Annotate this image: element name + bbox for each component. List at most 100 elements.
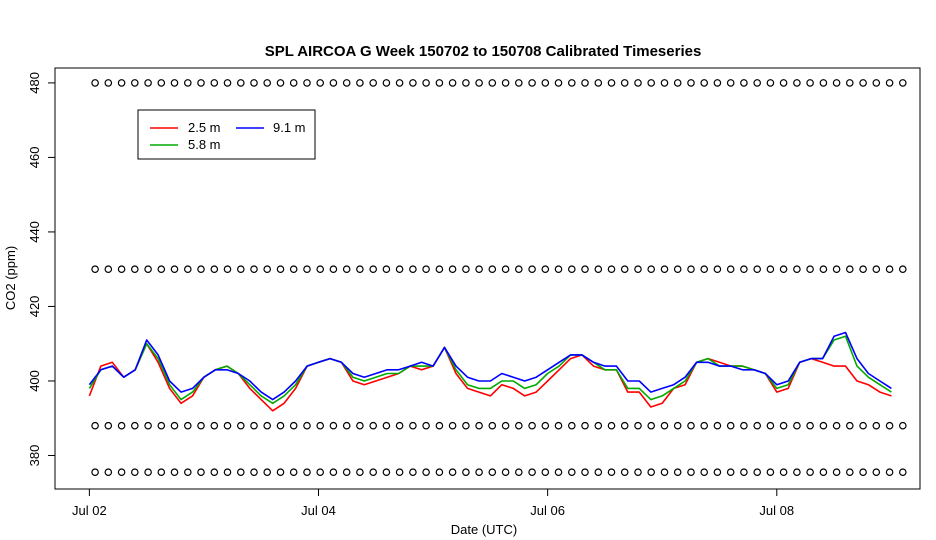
reference-marker: [395, 468, 404, 477]
reference-marker: [806, 265, 814, 274]
reference-marker: [885, 468, 894, 477]
reference-marker: [806, 79, 814, 87]
reference-marker: [91, 265, 99, 274]
reference-marker: [567, 421, 576, 430]
legend: 2.5 m 5.8 m 9.1 m: [137, 109, 316, 160]
reference-marker: [700, 79, 709, 87]
reference-marker: [766, 421, 775, 430]
reference-marker: [223, 265, 232, 274]
reference-marker: [329, 468, 338, 477]
reference-marker: [422, 79, 430, 87]
reference-marker: [753, 79, 762, 87]
x-tick-label: Jul 08: [759, 503, 794, 518]
reference-marker: [289, 79, 298, 87]
series-line-2-5-m: [88, 342, 892, 412]
plot-frame: [54, 67, 921, 490]
reference-marker: [170, 421, 179, 430]
reference-marker: [819, 265, 828, 274]
reference-marker: [303, 468, 311, 477]
reference-marker: [700, 265, 709, 274]
reference-marker: [700, 468, 709, 477]
reference-marker: [117, 468, 126, 477]
reference-marker: [501, 421, 510, 430]
reference-marker: [594, 79, 603, 87]
reference-marker: [382, 265, 391, 274]
reference-marker: [184, 79, 192, 87]
reference-marker: [885, 421, 894, 430]
reference-marker: [462, 265, 470, 274]
reference-marker: [673, 468, 682, 477]
reference-marker: [514, 79, 523, 87]
reference-marker: [713, 421, 722, 430]
reference-marker: [422, 265, 430, 274]
reference-marker: [514, 265, 523, 274]
reference-marker: [514, 421, 523, 430]
reference-marker: [620, 421, 629, 430]
y-tick-label: 420: [27, 296, 42, 318]
reference-marker: [845, 265, 854, 274]
reference-marker: [316, 79, 325, 87]
reference-marker: [131, 468, 139, 477]
reference-marker: [528, 265, 536, 274]
reference-marker: [303, 79, 311, 87]
reference-marker: [250, 79, 258, 87]
reference-marker: [184, 421, 192, 430]
reference-marker: [131, 265, 139, 274]
reference-marker: [144, 265, 152, 274]
reference-marker: [541, 468, 550, 477]
reference-marker: [91, 79, 99, 87]
reference-marker: [567, 79, 576, 87]
x-tick-label: Jul 02: [72, 503, 107, 518]
reference-marker: [382, 421, 391, 430]
reference-marker: [448, 421, 457, 430]
reference-marker: [885, 79, 894, 87]
reference-marker: [184, 468, 192, 477]
reference-marker: [488, 421, 497, 430]
reference-marker: [793, 468, 801, 477]
reference-marker: [687, 79, 695, 87]
reference-marker: [157, 468, 166, 477]
reference-marker: [501, 79, 510, 87]
reference-marker: [620, 265, 629, 274]
reference-marker: [713, 79, 722, 87]
reference-marker: [607, 468, 616, 477]
reference-marker: [488, 468, 497, 477]
reference-marker: [501, 265, 510, 274]
reference-marker: [263, 265, 272, 274]
reference-marker: [607, 79, 616, 87]
reference-marker: [872, 468, 881, 477]
reference-marker: [475, 265, 483, 274]
reference-marker: [581, 265, 589, 274]
reference-marker: [647, 468, 656, 477]
reference-marker: [197, 79, 205, 87]
reference-marker: [237, 79, 245, 87]
reference-marker: [541, 421, 550, 430]
reference-marker: [581, 79, 589, 87]
reference-marker: [303, 421, 311, 430]
reference-marker: [409, 265, 417, 274]
reference-marker: [276, 79, 285, 87]
reference-marker: [342, 79, 351, 87]
reference-marker: [342, 468, 351, 477]
reference-marker: [144, 421, 152, 430]
reference-marker: [448, 468, 457, 477]
reference-marker: [607, 421, 616, 430]
reference-marker: [793, 265, 801, 274]
reference-marker: [91, 421, 99, 430]
reference-marker: [594, 265, 603, 274]
reference-marker: [144, 79, 152, 87]
x-axis-label: Date (UTC): [451, 522, 517, 537]
reference-marker: [157, 421, 166, 430]
reference-marker: [687, 421, 695, 430]
reference-marker: [528, 421, 536, 430]
reference-marker: [223, 468, 232, 477]
reference-marker: [660, 468, 669, 477]
reference-marker: [289, 265, 298, 274]
reference-marker: [170, 468, 179, 477]
reference-marker: [395, 265, 404, 274]
reference-marker: [554, 468, 563, 477]
reference-marker: [647, 79, 656, 87]
reference-marker: [104, 421, 113, 430]
reference-marker: [766, 79, 775, 87]
